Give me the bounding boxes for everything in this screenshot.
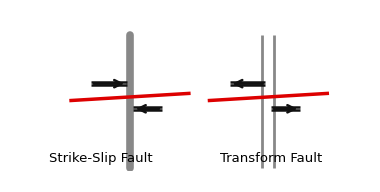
Text: Strike-Slip Fault: Strike-Slip Fault [49, 152, 152, 165]
Text: Transform Fault: Transform Fault [220, 152, 323, 165]
